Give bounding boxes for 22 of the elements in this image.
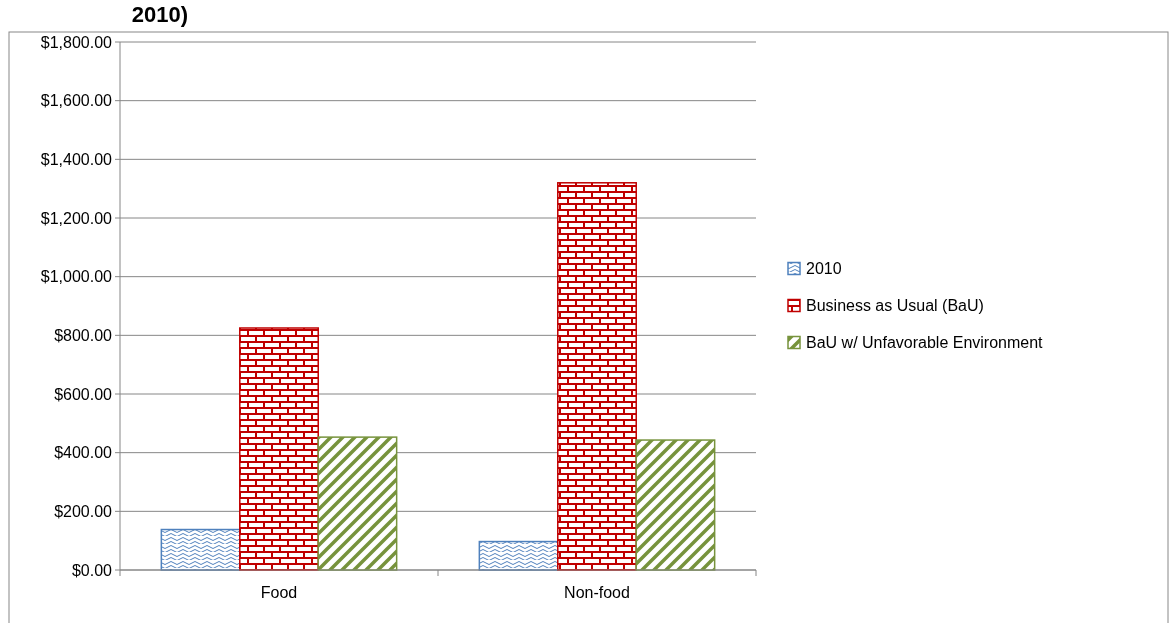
y-tick-label: $200.00 xyxy=(54,502,113,520)
y-tick-label: $1,800.00 xyxy=(40,33,113,51)
y-tick-label: $400.00 xyxy=(54,444,113,462)
y-tick-label: $0.00 xyxy=(71,561,113,579)
y-tick-label: $1,200.00 xyxy=(40,209,113,227)
bar xyxy=(478,540,559,571)
legend-label: Business as Usual (BaU) xyxy=(806,297,984,315)
x-tick-label: Food xyxy=(260,584,298,601)
y-tick-label: $800.00 xyxy=(54,326,113,344)
y-tick-label: $600.00 xyxy=(54,385,113,403)
chart-title: 2010) xyxy=(131,2,189,27)
bar xyxy=(635,439,716,571)
bar xyxy=(239,327,319,571)
y-tick-label: $1,000.00 xyxy=(40,268,113,286)
legend-label: BaU w/ Unfavorable Environment xyxy=(806,334,1044,352)
bar xyxy=(557,182,637,571)
x-tick-label: Non-food xyxy=(564,584,630,601)
bar xyxy=(317,436,398,571)
legend-label: 2010 xyxy=(806,260,842,278)
y-tick-label: $1,400.00 xyxy=(40,150,113,168)
bar xyxy=(160,528,241,571)
y-tick-label: $1,600.00 xyxy=(40,92,113,110)
